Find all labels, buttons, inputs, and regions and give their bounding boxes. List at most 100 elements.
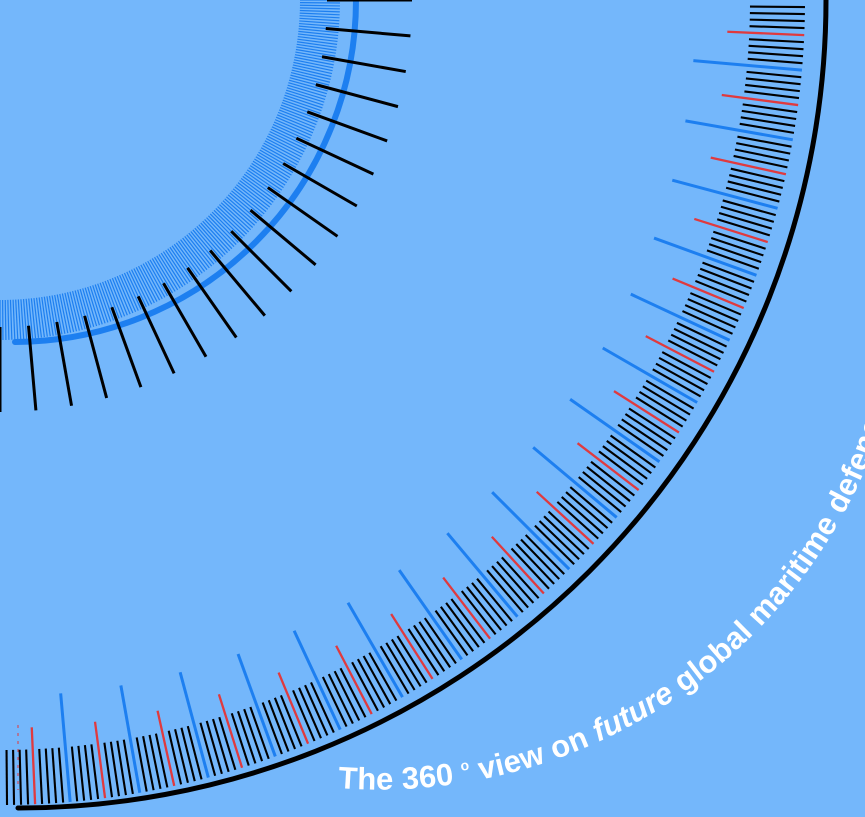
inner-fine-tick bbox=[217, 206, 248, 235]
inner-fine-tick bbox=[87, 286, 100, 326]
outer-minor-tick bbox=[598, 450, 644, 486]
inner-fine-tick bbox=[175, 242, 201, 276]
outer-minor-tick bbox=[186, 725, 203, 780]
inner-fine-tick bbox=[61, 293, 72, 333]
outer-minor-tick bbox=[655, 362, 705, 392]
inner-fine-tick bbox=[282, 99, 321, 115]
inner-fine-tick bbox=[267, 135, 304, 155]
outer-minor-tick bbox=[103, 742, 114, 798]
inner-major-tick bbox=[306, 110, 388, 143]
inner-fine-tick bbox=[286, 87, 326, 100]
outer-minor-tick bbox=[174, 729, 189, 784]
outer-major-tick bbox=[693, 59, 803, 72]
outer-minor-tick bbox=[77, 745, 86, 801]
inner-fine-tick bbox=[84, 287, 98, 327]
outer-minor-tick bbox=[684, 304, 736, 329]
outer-minor-tick bbox=[445, 602, 480, 648]
inner-fine-tick bbox=[285, 89, 325, 103]
inner-major-tick bbox=[282, 162, 358, 208]
inner-fine-tick bbox=[7, 299, 10, 340]
inner-fine-tick bbox=[226, 196, 257, 224]
outer-minor-tick bbox=[667, 339, 718, 367]
outer-minor-tick bbox=[261, 702, 283, 755]
outer-minor-tick bbox=[658, 356, 708, 386]
inner-fine-tick bbox=[144, 262, 166, 298]
inner-major-tick bbox=[315, 83, 399, 109]
outer-minor-tick bbox=[745, 83, 800, 93]
outer-minor-tick bbox=[304, 684, 329, 736]
outer-minor-tick bbox=[212, 718, 230, 773]
outer-minor-tick bbox=[748, 51, 804, 58]
outer-minor-tick bbox=[718, 212, 773, 230]
outer-minor-tick bbox=[740, 116, 796, 127]
outer-minor-tick bbox=[739, 122, 795, 134]
inner-fine-tick bbox=[35, 297, 43, 338]
inner-fine-tick bbox=[198, 224, 226, 256]
outer-mid-tick bbox=[156, 710, 176, 787]
outer-minor-tick bbox=[379, 645, 410, 695]
outer-minor-tick bbox=[606, 439, 652, 475]
outer-minor-tick bbox=[582, 471, 627, 508]
inner-fine-tick bbox=[285, 92, 324, 106]
inner-fine-tick bbox=[167, 248, 191, 283]
inner-fine-tick bbox=[299, 7, 340, 10]
tagline-suffix: global maritime defence and security bbox=[667, 213, 865, 699]
inner-fine-tick bbox=[264, 140, 301, 161]
inner-fine-tick bbox=[79, 288, 92, 328]
outer-minor-tick bbox=[747, 57, 803, 65]
inner-dial bbox=[0, 0, 412, 412]
inner-fine-tick bbox=[270, 128, 308, 147]
outer-minor-tick bbox=[466, 586, 502, 631]
outer-minor-tick bbox=[621, 418, 668, 452]
inner-fine-tick bbox=[209, 213, 239, 243]
inner-fine-tick bbox=[297, 38, 338, 45]
outer-mid-tick bbox=[721, 93, 799, 107]
outer-major-tick bbox=[236, 653, 277, 757]
inner-fine-tick bbox=[297, 35, 338, 43]
outer-minor-tick bbox=[368, 652, 398, 702]
outer-minor-tick bbox=[748, 38, 804, 44]
inner-fine-tick bbox=[20, 299, 25, 340]
inner-fine-tick bbox=[273, 121, 311, 139]
inner-fine-tick bbox=[239, 180, 272, 206]
outer-minor-tick bbox=[712, 230, 766, 250]
outer-minor-tick bbox=[243, 708, 264, 762]
inner-fine-tick bbox=[153, 256, 176, 292]
inner-major-tick bbox=[110, 306, 143, 388]
inner-fine-tick bbox=[116, 275, 134, 314]
outer-minor-tick bbox=[413, 624, 446, 672]
inner-fine-tick bbox=[299, 12, 340, 16]
inner-fine-tick bbox=[12, 299, 16, 340]
inner-fine-tick bbox=[292, 66, 332, 78]
inner-fine-tick bbox=[260, 147, 297, 168]
outer-minor-tick bbox=[697, 273, 750, 297]
outer-minor-tick bbox=[602, 445, 648, 480]
outer-mid-tick bbox=[727, 30, 805, 37]
inner-fine-tick bbox=[268, 133, 305, 153]
inner-fine-tick bbox=[276, 114, 315, 131]
inner-fine-tick bbox=[227, 194, 259, 222]
inner-fine-tick bbox=[119, 274, 137, 313]
inner-dial-rim bbox=[12, 0, 359, 345]
tagline-prefix: The 360 bbox=[337, 756, 455, 796]
inner-fine-tick bbox=[104, 280, 120, 319]
outer-mid-tick bbox=[576, 442, 640, 491]
inner-fine-tick bbox=[248, 167, 283, 191]
inner-fine-tick bbox=[15, 299, 19, 340]
outer-minor-tick bbox=[83, 745, 93, 800]
inner-fine-tick bbox=[243, 173, 278, 198]
outer-minor-tick bbox=[167, 730, 183, 785]
inner-fine-tick bbox=[165, 249, 189, 284]
inner-major-tick bbox=[321, 55, 407, 74]
outer-major-tick bbox=[119, 685, 142, 794]
inner-fine-tick bbox=[137, 265, 158, 302]
inner-fine-tick bbox=[94, 284, 109, 323]
outer-minor-tick bbox=[578, 476, 622, 513]
outer-minor-tick bbox=[609, 434, 656, 469]
inner-fine-tick bbox=[9, 299, 13, 340]
tagline-emphasis: future bbox=[587, 675, 680, 748]
inner-fine-tick bbox=[213, 209, 243, 239]
inner-fine-tick bbox=[207, 215, 237, 245]
outer-minor-tick bbox=[70, 746, 79, 802]
